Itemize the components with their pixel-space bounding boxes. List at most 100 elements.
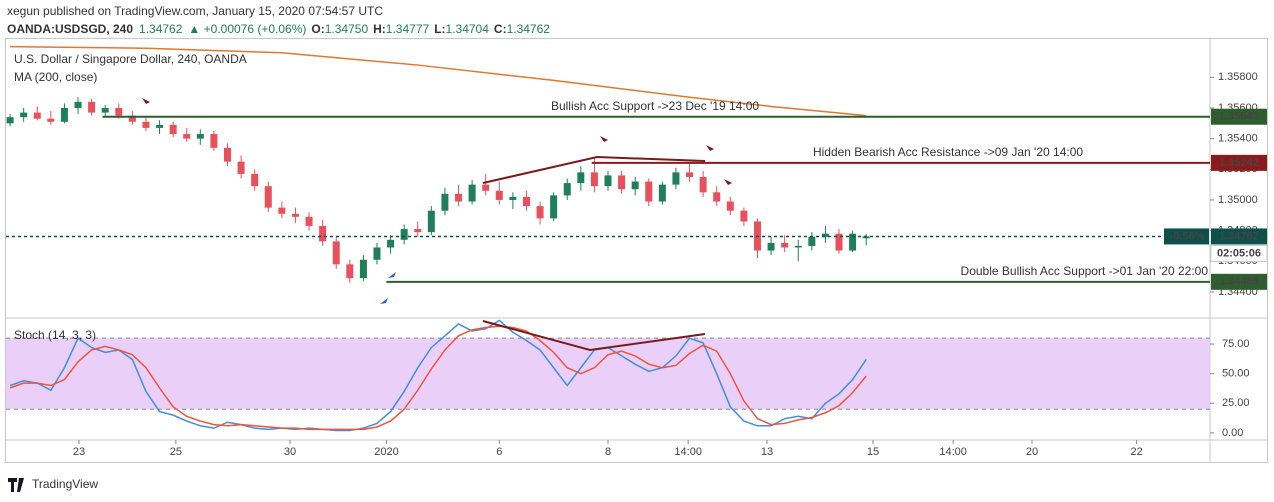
last-tag-label: 1.34762 xyxy=(1219,230,1259,242)
y-tick-label: 1.35400 xyxy=(1218,133,1258,145)
candle-body xyxy=(210,134,218,148)
candle-body xyxy=(400,229,408,240)
candle-body xyxy=(20,112,28,118)
candle-body xyxy=(631,181,639,190)
last-tag xyxy=(1211,228,1267,245)
candle-body xyxy=(47,118,55,122)
candle-body xyxy=(808,236,816,246)
candle-body xyxy=(6,117,14,124)
candle-body xyxy=(291,213,299,217)
candle-body xyxy=(672,172,680,185)
candle-body xyxy=(88,101,96,113)
logo xyxy=(8,478,24,492)
x-tick-label: 30 xyxy=(284,446,296,458)
candle-body xyxy=(686,172,694,177)
stoch-title: Stoch (14, 3, 3) xyxy=(14,328,96,342)
candle-body xyxy=(522,196,530,207)
y-tick-label: 25.00 xyxy=(1222,397,1250,409)
candle-body xyxy=(794,245,802,248)
candle-body xyxy=(658,184,666,202)
buy-icons xyxy=(380,272,396,304)
candle-body xyxy=(183,134,191,139)
x-tick-label: 14:00 xyxy=(674,446,702,458)
candle-body xyxy=(604,175,612,187)
candle-body xyxy=(577,172,585,184)
x-tick-label: 25 xyxy=(170,446,182,458)
publisher-line: xegun published on TradingView.com, Janu… xyxy=(7,4,383,18)
candle-body xyxy=(740,210,748,222)
ma-line xyxy=(10,45,867,117)
trendline-price xyxy=(482,155,706,184)
candle-body xyxy=(835,233,843,251)
change: ▲ +0.00076 (+0.06%) xyxy=(188,22,306,36)
candle-body xyxy=(264,186,272,208)
candle-body xyxy=(726,201,734,211)
symbol: OANDA:USDSGD, 240 xyxy=(7,22,133,36)
candle-body xyxy=(237,161,245,174)
candle-body xyxy=(60,107,68,122)
candle-body xyxy=(305,216,313,227)
candle-body xyxy=(563,183,571,196)
x-tick-label: 14:00 xyxy=(939,446,967,458)
ohlc-value: 1.34777 xyxy=(386,22,430,36)
candle-body xyxy=(495,190,503,200)
y-tick-label: 1.35800 xyxy=(1218,71,1258,83)
level-tag-label: 1.34466 xyxy=(1219,276,1259,288)
candle-body xyxy=(115,107,123,116)
ohlc-key: L: xyxy=(434,22,445,36)
x-tick-label: 15 xyxy=(867,446,879,458)
candle-body xyxy=(251,173,259,187)
ohlc-key: H: xyxy=(373,22,386,36)
change-tag xyxy=(1164,228,1209,245)
candle-body xyxy=(196,134,204,139)
candle-body xyxy=(862,236,870,239)
x-tick-label: 22 xyxy=(1130,446,1142,458)
candle-body xyxy=(414,229,422,233)
candle-body xyxy=(142,121,150,128)
x-tick-label: 6 xyxy=(496,446,502,458)
candle-body xyxy=(332,241,340,265)
ohlc-value: 1.34762 xyxy=(507,22,551,36)
candle-body xyxy=(373,247,381,260)
candle-body xyxy=(645,181,653,202)
ma-legend: MA (200, close) xyxy=(14,70,97,84)
countdown-tag xyxy=(1210,244,1268,262)
level-tag-label: 1.35543 xyxy=(1219,111,1259,123)
candle-body xyxy=(101,107,109,113)
candle-body xyxy=(767,242,775,251)
ohlc-value: 1.34750 xyxy=(325,22,369,36)
candle-body xyxy=(590,172,598,187)
plot: 1.358001.356001.354001.352001.350001.348… xyxy=(6,45,1268,458)
candle-body xyxy=(618,175,626,190)
level-tag-label: 1.35242 xyxy=(1219,157,1259,169)
footer: TradingView xyxy=(32,477,98,491)
candle-body xyxy=(33,112,41,119)
x-tick-label: 20 xyxy=(1026,446,1038,458)
stoch-line xyxy=(9,319,867,432)
candle-body xyxy=(482,184,490,191)
candle-body xyxy=(550,195,558,219)
candle-body xyxy=(156,124,164,128)
candle-body xyxy=(455,193,463,202)
level-tag xyxy=(1211,273,1267,290)
candle-body xyxy=(74,101,82,108)
x-tick-label: 2020 xyxy=(374,446,398,458)
candle-body xyxy=(128,115,136,122)
candle-body xyxy=(849,233,857,251)
level-tag xyxy=(1211,108,1267,125)
candle-body xyxy=(821,233,829,237)
x-tick-label: 8 xyxy=(605,446,611,458)
level-label: Hidden Bearish Acc Resistance ->09 Jan '… xyxy=(813,145,1083,159)
x-tick-label: 13 xyxy=(761,446,773,458)
candle-body xyxy=(319,226,327,242)
candle-body xyxy=(509,196,517,200)
countdown-label: 02:05:06 xyxy=(1217,247,1261,259)
change-label: -0.56% xyxy=(1170,230,1205,242)
candle-body xyxy=(169,124,177,135)
y-tick-label: 0.00 xyxy=(1222,427,1243,439)
candle-body xyxy=(468,184,476,202)
y-tick-label: 1.35000 xyxy=(1218,194,1258,206)
chart-title: U.S. Dollar / Singapore Dollar, 240, OAN… xyxy=(14,52,247,66)
level-label: Double Bullish Acc Support ->01 Jan '20 … xyxy=(961,264,1209,278)
candle-body xyxy=(536,206,544,219)
